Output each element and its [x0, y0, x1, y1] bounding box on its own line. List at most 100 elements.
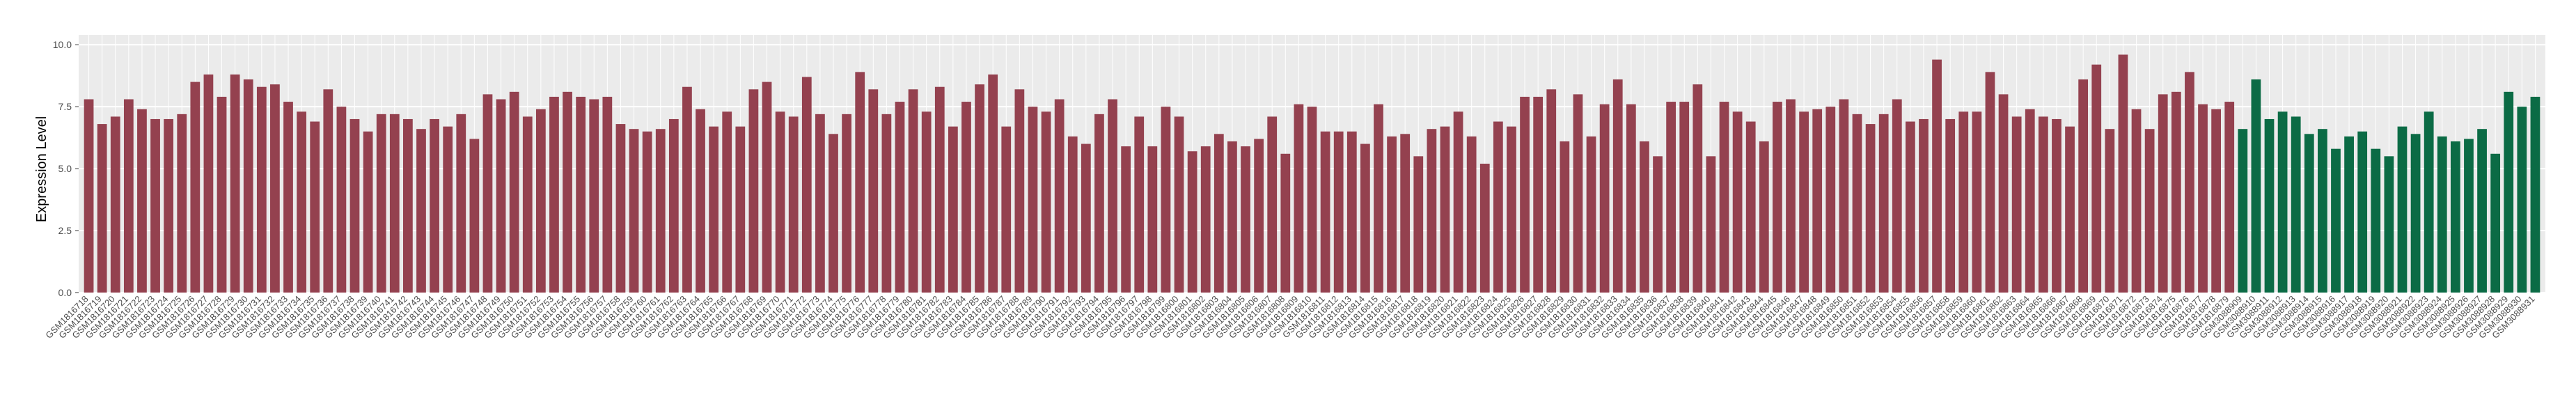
- bar: [1028, 107, 1038, 293]
- bar: [1307, 107, 1317, 293]
- bar: [1241, 146, 1250, 293]
- bar: [1573, 94, 1583, 293]
- bar: [1121, 146, 1131, 293]
- bar: [1161, 107, 1171, 293]
- bar: [1666, 102, 1676, 293]
- bar: [602, 96, 613, 293]
- bar: [2437, 136, 2447, 293]
- bar: [2224, 102, 2235, 293]
- bar: [1400, 134, 1411, 293]
- bar: [1214, 134, 1224, 293]
- bar: [1507, 126, 1516, 293]
- bar: [1134, 116, 1145, 293]
- bar: [416, 129, 426, 293]
- bar: [496, 99, 506, 293]
- bar: [2410, 134, 2421, 293]
- bar: [735, 126, 746, 293]
- bar: [2424, 111, 2434, 293]
- bar: [2198, 104, 2208, 293]
- bar: [696, 109, 705, 293]
- bar: [668, 118, 679, 293]
- bar: [2277, 111, 2288, 293]
- bar: [1346, 131, 1357, 293]
- bar: [2397, 126, 2408, 293]
- bar: [2464, 139, 2474, 293]
- bar: [1812, 109, 1823, 293]
- bar: [2065, 126, 2075, 293]
- bar: [1945, 118, 1956, 293]
- bar: [2118, 54, 2128, 293]
- bar: [2171, 91, 2181, 293]
- bar: [1985, 72, 1995, 293]
- bar: [522, 116, 533, 293]
- bar: [403, 118, 413, 293]
- bar: [430, 118, 439, 293]
- bar: [2131, 109, 2142, 293]
- bar: [1706, 156, 1716, 293]
- bar: [230, 74, 240, 293]
- bar: [1466, 136, 1477, 293]
- bar: [1560, 141, 1570, 293]
- bar: [1254, 139, 1264, 293]
- bar: [1267, 116, 1278, 293]
- bar: [2304, 134, 2314, 293]
- bar: [164, 118, 174, 293]
- bar: [336, 107, 347, 293]
- bar: [881, 114, 892, 293]
- bar: [203, 74, 214, 293]
- bar: [1693, 84, 1703, 293]
- bar: [1108, 99, 1117, 293]
- bar: [961, 102, 971, 293]
- bar: [2144, 129, 2155, 293]
- bar: [2450, 141, 2460, 293]
- bar: [363, 131, 373, 293]
- bar: [2011, 116, 2022, 293]
- bar: [1892, 99, 1902, 293]
- bar: [1387, 136, 1397, 293]
- bar: [2331, 148, 2341, 293]
- bar: [1187, 151, 1197, 293]
- bar: [2291, 116, 2301, 293]
- bar: [1825, 107, 1836, 293]
- bar: [1878, 114, 1889, 293]
- bar: [2052, 118, 2061, 293]
- bar: [1773, 102, 1782, 293]
- bar: [1493, 121, 1503, 293]
- bar: [1612, 79, 1623, 293]
- bar: [137, 109, 147, 293]
- bar: [589, 99, 599, 293]
- bar: [1958, 111, 1969, 293]
- bar: [97, 124, 107, 293]
- bar: [256, 86, 267, 293]
- bar: [934, 86, 945, 293]
- bar: [655, 129, 666, 293]
- bar: [1280, 153, 1291, 293]
- bar: [948, 126, 958, 293]
- bar: [1745, 121, 1756, 293]
- bar: [1799, 111, 1809, 293]
- bar: [310, 121, 320, 293]
- bar: [1626, 104, 1636, 293]
- bar: [1906, 121, 1915, 293]
- bar: [642, 131, 652, 293]
- bar: [1440, 126, 1450, 293]
- bar: [297, 111, 306, 293]
- bar: [1453, 111, 1463, 293]
- bar: [1413, 156, 1424, 293]
- bar: [748, 89, 759, 293]
- bar: [775, 111, 785, 293]
- bar: [788, 116, 799, 293]
- bar: [1786, 99, 1796, 293]
- bar: [1360, 143, 1370, 293]
- bar: [2357, 131, 2368, 293]
- bar: [1653, 156, 1663, 293]
- bar: [190, 81, 201, 293]
- bar: [2371, 148, 2381, 293]
- bar: [270, 84, 280, 293]
- bar: [868, 89, 879, 293]
- bar: [828, 134, 838, 293]
- bar: [563, 91, 572, 293]
- bar: [509, 91, 519, 293]
- y-tick-label: 5.0: [58, 163, 72, 174]
- bar: [2517, 107, 2527, 293]
